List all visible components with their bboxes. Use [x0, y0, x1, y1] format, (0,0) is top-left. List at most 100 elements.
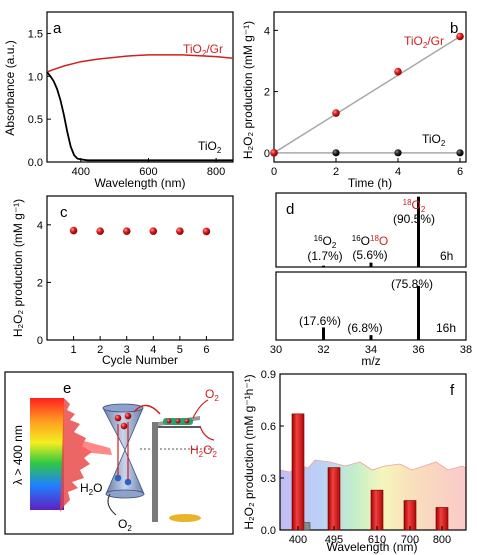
bar-tio2gr — [291, 413, 305, 531]
peak-pct-bottom-34: (6.8%) — [347, 321, 382, 335]
mass-peak-bar — [322, 327, 325, 340]
x-tick-label: 2 — [333, 166, 339, 178]
panel-f-xlabel: Wavelength (nm) — [327, 540, 418, 554]
x-tick-label: 1 — [71, 344, 77, 356]
peak-label-16o2: 16O2 — [314, 234, 337, 250]
panel-c-ylabel: H₂O₂ production (mM g⁻¹) — [11, 199, 25, 337]
data-point-tio2 — [394, 149, 402, 157]
legend-label-tio2: TiO2 — [198, 139, 222, 155]
y-tick-label: 0.9 — [261, 369, 276, 381]
electron-icon — [166, 418, 172, 424]
y-tick-label: 0.0 — [28, 157, 43, 169]
x-tick-label: 600 — [139, 166, 157, 178]
x-tick-label: 4 — [150, 344, 156, 356]
y-tick-label: 4 — [37, 220, 43, 232]
data-point-cycle — [69, 226, 78, 235]
x-tick-label: 0 — [271, 166, 277, 178]
mass-peak-bar — [417, 196, 420, 267]
panel-a-frame — [46, 11, 234, 163]
data-point-tio2gr — [394, 67, 402, 76]
panel-a-ylabel: Absorbance (a.u.) — [3, 40, 17, 135]
electron-icon — [120, 422, 128, 430]
peak-pct-bottom-32: (17.6%) — [299, 314, 341, 328]
peak-pct-top-36: (90.5%) — [393, 212, 435, 226]
graphene-slab-edge — [158, 426, 200, 428]
fit-line-tio2gr — [273, 35, 461, 154]
x-tick-label: 30 — [270, 344, 282, 356]
data-point-tio2gr — [270, 149, 278, 157]
time-label-16h: 16h — [436, 321, 456, 335]
x-tick-label: 700 — [401, 534, 419, 546]
x-tick-label: 32 — [317, 344, 329, 356]
x-tick-label: 6 — [203, 344, 209, 356]
x-tick-label: 400 — [72, 166, 90, 178]
light-spectrum-edge — [60, 398, 92, 512]
series-line-tio2 — [46, 71, 233, 162]
electron-icon — [184, 418, 190, 424]
gold-particle — [169, 514, 201, 522]
panel-a-xlabel: Wavelength (nm) — [95, 176, 186, 190]
peak-label-18o2: 18O2 — [403, 198, 426, 214]
panel-f-ylabel: H₂O₂ production (mM g⁻¹h⁻¹) — [242, 374, 256, 529]
transfer-arrow — [133, 404, 161, 415]
bar-tio2gr — [327, 467, 341, 531]
cone-top-rim — [102, 403, 144, 413]
panel-b-frame — [273, 11, 467, 163]
peak-pct-bottom-36: (75.8%) — [391, 277, 433, 291]
data-point-cycle — [122, 227, 131, 235]
bar-tio2 — [303, 522, 311, 531]
x-tick-label: 400 — [289, 534, 307, 546]
bar-tio2gr — [403, 500, 417, 531]
light-beam — [80, 440, 112, 455]
data-point-tio2 — [332, 149, 340, 157]
legend-label-tio2gr: TiO2/Gr — [183, 42, 223, 58]
o2-arrow — [192, 399, 209, 419]
y-tick-label: 2 — [37, 277, 43, 289]
e-label-h2o2: H2O2 — [190, 443, 217, 459]
panel-c-letter: c — [60, 204, 68, 221]
panel-c: c 0 2 4 1 2 3 4 5 6 Cycle Number H₂O₂ productio… — [11, 195, 234, 367]
x-tick-label: 36 — [412, 344, 424, 356]
panel-a: a 0.0 0.5 1.0 1.5 400 600 800 TiO2/Gr TiO2 Wa… — [3, 11, 234, 190]
x-tick-label: 34 — [365, 344, 377, 356]
electron-icon — [114, 414, 122, 422]
lambda-label: λ > 400 nm — [11, 425, 25, 485]
peak-label-16o18o: 16O18O — [352, 234, 389, 248]
panel-b-letter: b — [450, 20, 458, 37]
x-tick-label: 2 — [97, 344, 103, 356]
peak-pct-top-32: (1.7%) — [307, 249, 342, 263]
y-tick-label: 0.3 — [261, 473, 276, 485]
y-tick-label: 1.5 — [28, 28, 43, 40]
cone-bottom-rim — [105, 489, 145, 499]
panel-b-xlabel: Time (h) — [348, 176, 392, 190]
time-label-6h: 6h — [440, 249, 453, 263]
y-tick-label: 0 — [37, 335, 43, 347]
legend-label-tio2gr: TiO2/Gr — [404, 34, 444, 50]
y-tick-label: 0.6 — [261, 421, 276, 433]
data-point-tio2gr — [332, 109, 340, 117]
oxidation-arrow — [107, 493, 117, 516]
h2o2-arrow — [199, 425, 215, 441]
panel-f-letter: f — [450, 382, 455, 399]
panel-c-xlabel: Cycle Number — [102, 353, 178, 367]
mass-peak-bar — [369, 262, 373, 267]
x-tick-label: 6 — [457, 166, 463, 178]
e-label-o2: O2 — [205, 387, 219, 403]
valence-cone — [105, 448, 145, 495]
x-tick-label: 38 — [460, 344, 472, 356]
mass-peak-bar — [417, 285, 420, 340]
y-tick-label: 2 — [264, 87, 270, 99]
panel-e-frame — [4, 371, 234, 535]
series-line-tio2gr — [46, 54, 234, 73]
data-point-cycle — [149, 227, 158, 235]
legend-label-tio2: TiO2 — [422, 132, 446, 148]
y-tick-label: 0.5 — [28, 114, 43, 126]
bar-tio2gr — [370, 489, 384, 531]
panel-b: b 0 2 4 0 2 4 6 TiO2/Gr TiO2 Time (h) H₂O₂ pr… — [241, 11, 467, 190]
x-tick-label: 800 — [207, 166, 225, 178]
electron-icon — [124, 412, 132, 420]
panel-a-letter: a — [53, 20, 62, 37]
electron-icon — [175, 418, 181, 424]
panel-b-ylabel: H₂O₂ production (mM g⁻¹) — [241, 21, 255, 159]
